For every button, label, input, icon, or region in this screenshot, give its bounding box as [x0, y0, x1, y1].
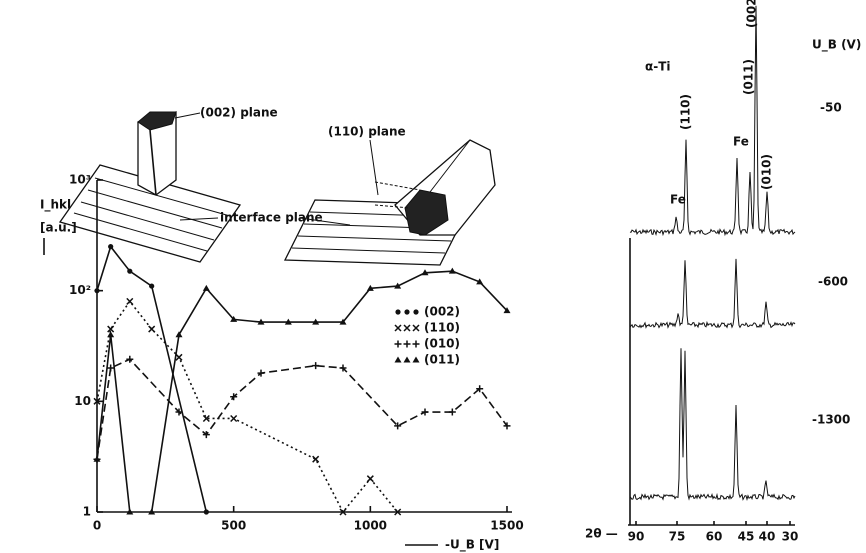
point — [108, 244, 113, 249]
y-tick-label: 10² — [69, 283, 91, 297]
y-axis-label: I_hkl — [40, 198, 71, 213]
x-tick-label: 1000 — [354, 519, 387, 533]
figure: (002) plane (110) plane interface plane … — [0, 0, 866, 553]
spectrum — [630, 348, 795, 499]
point — [149, 326, 155, 332]
peak-label: (011) — [742, 59, 756, 95]
y-tick-label: 10 — [74, 394, 91, 408]
point — [127, 298, 133, 304]
legend-symbol — [413, 341, 420, 348]
bias: -1300 — [812, 413, 850, 427]
legend-symbol — [395, 309, 400, 314]
legend-symbol — [413, 325, 419, 331]
legend-symbol — [413, 357, 420, 363]
point — [176, 354, 182, 360]
legend-symbol — [404, 309, 409, 314]
point — [127, 269, 132, 274]
series-line — [97, 359, 507, 459]
peak-label: Fe — [733, 135, 749, 149]
label-002-plane: (002) plane — [200, 106, 278, 120]
x-tick-label: 1500 — [490, 519, 523, 533]
legend-symbol — [404, 325, 410, 331]
point — [449, 409, 456, 416]
point — [313, 456, 319, 462]
legend-label: (011) — [424, 353, 460, 367]
y-tick-label: 10³ — [69, 173, 91, 187]
point — [203, 285, 210, 291]
spectra-tick-label: 40 — [759, 530, 776, 544]
peak-label: Fe — [670, 193, 686, 207]
bias: -600 — [818, 275, 848, 289]
legend-symbol — [404, 357, 411, 363]
label-110-plane: (110) plane — [328, 125, 406, 139]
legend-label: (010) — [424, 337, 460, 351]
legend-symbol — [395, 357, 402, 363]
y-axis-unit: [a.u.] — [40, 221, 77, 235]
point — [126, 356, 133, 363]
series-line — [97, 301, 398, 512]
legend-symbol — [404, 341, 411, 348]
legend-label: (002) — [424, 305, 460, 319]
spectra-tick-label: 30 — [782, 530, 799, 544]
material: α-Ti — [645, 60, 671, 74]
x-axis-label: -U_B [V] — [445, 538, 499, 553]
point — [94, 288, 99, 293]
point — [367, 476, 373, 482]
point — [149, 283, 154, 288]
spectra-tick-label: 90 — [628, 530, 645, 544]
point — [231, 415, 237, 421]
y-tick-label: 1 — [83, 505, 91, 519]
peak-label: (010) — [760, 154, 774, 190]
peak-label: (110) — [679, 94, 693, 130]
spectra: α-Ti U_B (V) -50 -600 -1300 (110) Fe Fe … — [585, 0, 861, 544]
spectra-tick-label: 45 — [738, 530, 755, 544]
legend-symbol — [413, 309, 418, 314]
crystal-diagrams: (002) plane (110) plane interface plane — [60, 106, 495, 266]
point — [204, 509, 209, 514]
legend-label: (110) — [424, 321, 460, 335]
legend-symbol — [395, 325, 401, 331]
bias: -50 — [820, 101, 842, 115]
spectra-tick-label: 75 — [669, 530, 686, 544]
x-tick-label: 0 — [93, 519, 101, 533]
point — [422, 409, 429, 416]
legend-symbol — [395, 341, 402, 348]
point — [312, 362, 319, 369]
x-tick-label: 500 — [221, 519, 246, 533]
spectrum — [630, 6, 795, 235]
spectrum — [630, 259, 795, 328]
x-axis-label: 2θ — — [585, 527, 618, 541]
label-interface: interface plane — [220, 211, 323, 225]
spectra-tick-label: 60 — [706, 530, 723, 544]
point — [107, 365, 114, 372]
bias-label: U_B (V) — [812, 38, 861, 53]
